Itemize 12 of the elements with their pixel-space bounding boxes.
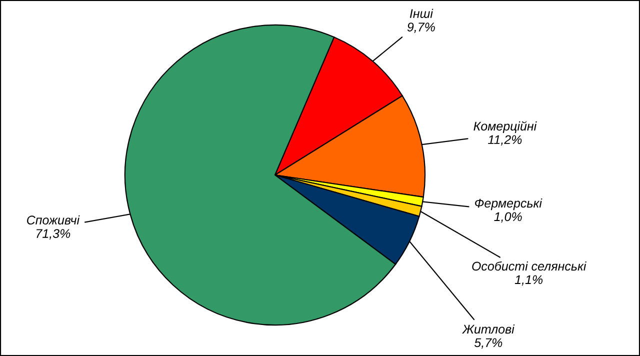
slice-label: Комерційні bbox=[474, 121, 537, 134]
data-label: 11,2% bbox=[488, 135, 522, 146]
slice-label: Житлові bbox=[462, 324, 515, 334]
data-label: 9,7% bbox=[407, 22, 435, 33]
slice-label: Інші bbox=[410, 8, 434, 18]
slice-label: Споживчі bbox=[27, 215, 80, 225]
slice-label: Фермерські bbox=[475, 198, 542, 210]
data-label: 5,7% bbox=[474, 338, 502, 349]
data-label: 71,3% bbox=[36, 229, 70, 240]
data-label: 1,1% bbox=[514, 275, 543, 286]
data-label: 1,0% bbox=[494, 212, 522, 223]
slice-label: Особисті селянські bbox=[472, 261, 586, 271]
